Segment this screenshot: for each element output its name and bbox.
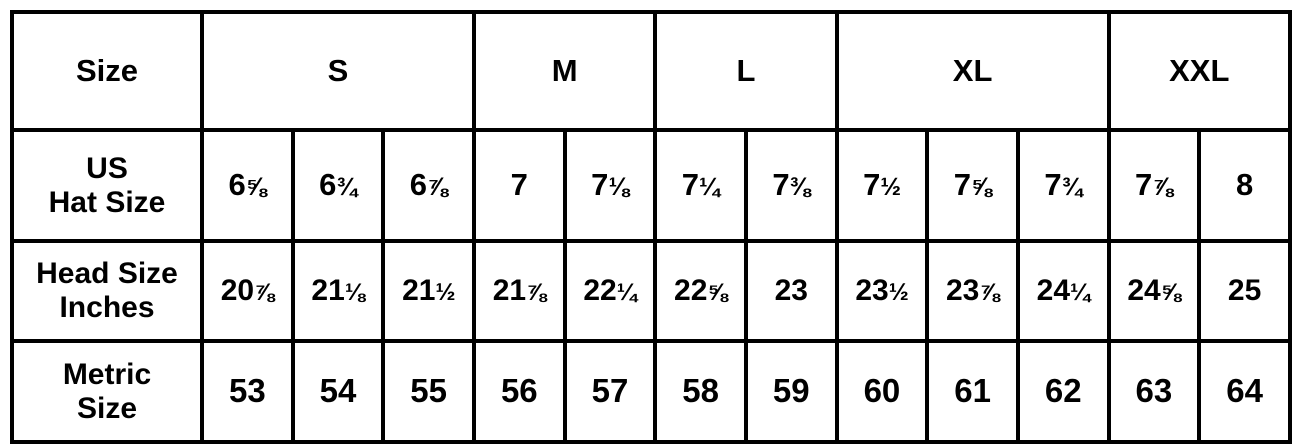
head-size-inches-cell: 21⅛ [290, 239, 386, 343]
size-group-m: M [471, 10, 658, 132]
head-size-inches-cell: 23 [743, 239, 839, 343]
head-size-inches-cell: 23½ [834, 239, 930, 343]
table-row-us-hat-size: US Hat Size 6⅝ 6¾ 6⅞ 7 7⅛ 7¼ 7⅜ 7½ 7⅝ 7¾… [10, 128, 1292, 243]
head-size-inches-cell: 21⅞ [471, 239, 567, 343]
row-label-metric-size-line2: Size [76, 391, 138, 425]
row-label-head-size-line1: Head Size [36, 257, 178, 291]
us-hat-size-cell: 7⅞ [1106, 128, 1202, 243]
metric-size-cell: 53 [200, 339, 295, 444]
us-hat-size-cell: 7⅛ [562, 128, 658, 243]
head-size-inches-cell: 24⅝ [1106, 239, 1202, 343]
metric-size-cell: 56 [471, 339, 567, 444]
head-size-inches-cell: 21½ [381, 239, 476, 343]
size-group-s: S [200, 10, 476, 132]
hat-size-chart-table: Size S M L XL XXL US Hat Size 6⅝ 6¾ 6⅞ 7… [10, 10, 1293, 444]
table-row-size-groups: Size S M L XL XXL [10, 10, 1293, 132]
metric-size-cell: 55 [381, 339, 476, 444]
row-label-head-size-inches: Head Size Inches [10, 239, 204, 343]
size-group-xxl: XXL [1106, 10, 1293, 132]
head-size-inches-cell: 23⅞ [925, 239, 1020, 343]
metric-size-cell: 61 [925, 339, 1020, 444]
us-hat-size-cell: 7½ [834, 128, 930, 243]
row-label-size: Size [10, 10, 204, 132]
us-hat-size-cell: 6¾ [290, 128, 386, 243]
head-size-inches-cell: 22¼ [562, 239, 658, 343]
metric-size-cell: 62 [1015, 339, 1111, 444]
metric-size-cell: 57 [562, 339, 658, 444]
table-row-head-size-inches: Head Size Inches 20⅞ 21⅛ 21½ 21⅞ 22¼ 22⅝… [10, 239, 1292, 343]
us-hat-size-cell: 8 [1197, 128, 1292, 243]
head-size-inches-cell: 22⅝ [653, 239, 748, 343]
metric-size-cell: 59 [743, 339, 839, 444]
row-label-us-hat-size-line2: Hat Size [48, 185, 166, 219]
us-hat-size-cell: 7 [471, 128, 567, 243]
us-hat-size-cell: 7¾ [1015, 128, 1111, 243]
head-size-inches-cell: 20⅞ [200, 239, 295, 343]
size-group-xl: XL [834, 10, 1111, 132]
row-label-metric-size: Metric Size [10, 339, 204, 444]
head-size-inches-cell: 25 [1197, 239, 1292, 343]
metric-size-cell: 64 [1197, 339, 1292, 444]
metric-size-cell: 54 [290, 339, 386, 444]
us-hat-size-cell: 7⅜ [743, 128, 839, 243]
row-label-us-hat-size-line1: US [86, 151, 128, 185]
size-group-l: L [653, 10, 839, 132]
table-row-metric-size: Metric Size 53 54 55 56 57 58 59 60 61 6… [10, 339, 1292, 444]
us-hat-size-cell: 6⅝ [200, 128, 295, 243]
us-hat-size-cell: 6⅞ [381, 128, 476, 243]
row-label-head-size-line2: Inches [59, 291, 155, 324]
row-label-us-hat-size: US Hat Size [10, 128, 204, 243]
metric-size-cell: 58 [653, 339, 748, 444]
metric-size-cell: 63 [1106, 339, 1202, 444]
us-hat-size-cell: 7⅝ [925, 128, 1020, 243]
metric-size-cell: 60 [834, 339, 930, 444]
head-size-inches-cell: 24¼ [1015, 239, 1111, 343]
us-hat-size-cell: 7¼ [653, 128, 748, 243]
size-chart-container: Size S M L XL XXL US Hat Size 6⅝ 6¾ 6⅞ 7… [10, 10, 1293, 444]
row-label-metric-size-line1: Metric [62, 357, 152, 391]
